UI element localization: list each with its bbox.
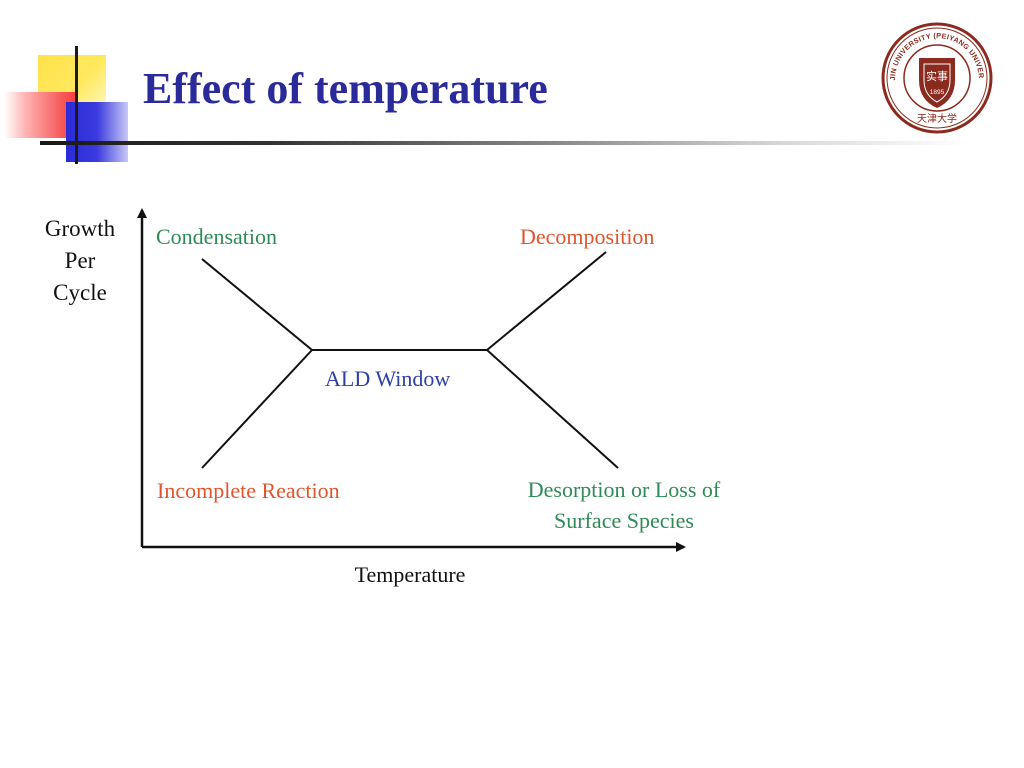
desorption-label-line-1: Desorption or Loss of (528, 477, 721, 502)
desorption-curve (486, 349, 619, 469)
y-axis-label-line-3: Cycle (53, 280, 107, 305)
decomposition-label: Decomposition (520, 224, 654, 249)
svg-text:1895: 1895 (930, 89, 945, 96)
y-axis-label-line-1: Growth (45, 216, 116, 241)
svg-text:实事: 实事 (926, 69, 948, 83)
title-underline (40, 141, 970, 145)
university-seal-icon: TIANJIN UNIVERSITY (PEIYANG UNIVERSITY) … (878, 22, 993, 134)
ald-window-label: ALD Window (325, 366, 450, 391)
svg-text:天津大学: 天津大学 (917, 112, 957, 125)
condensation-label: Condensation (156, 224, 277, 249)
upper-growth-curve (201, 251, 607, 351)
incomplete-reaction-curve (201, 349, 313, 469)
decorative-red-bar (4, 92, 76, 138)
y-axis-label-line-2: Per (65, 248, 96, 273)
incomplete-reaction-label: Incomplete Reaction (157, 478, 340, 503)
decorative-vertical-line (75, 46, 78, 164)
x-axis-label: Temperature (355, 562, 466, 587)
desorption-label-line-2: Surface Species (554, 508, 694, 533)
slide-title: Effect of temperature (143, 64, 548, 113)
